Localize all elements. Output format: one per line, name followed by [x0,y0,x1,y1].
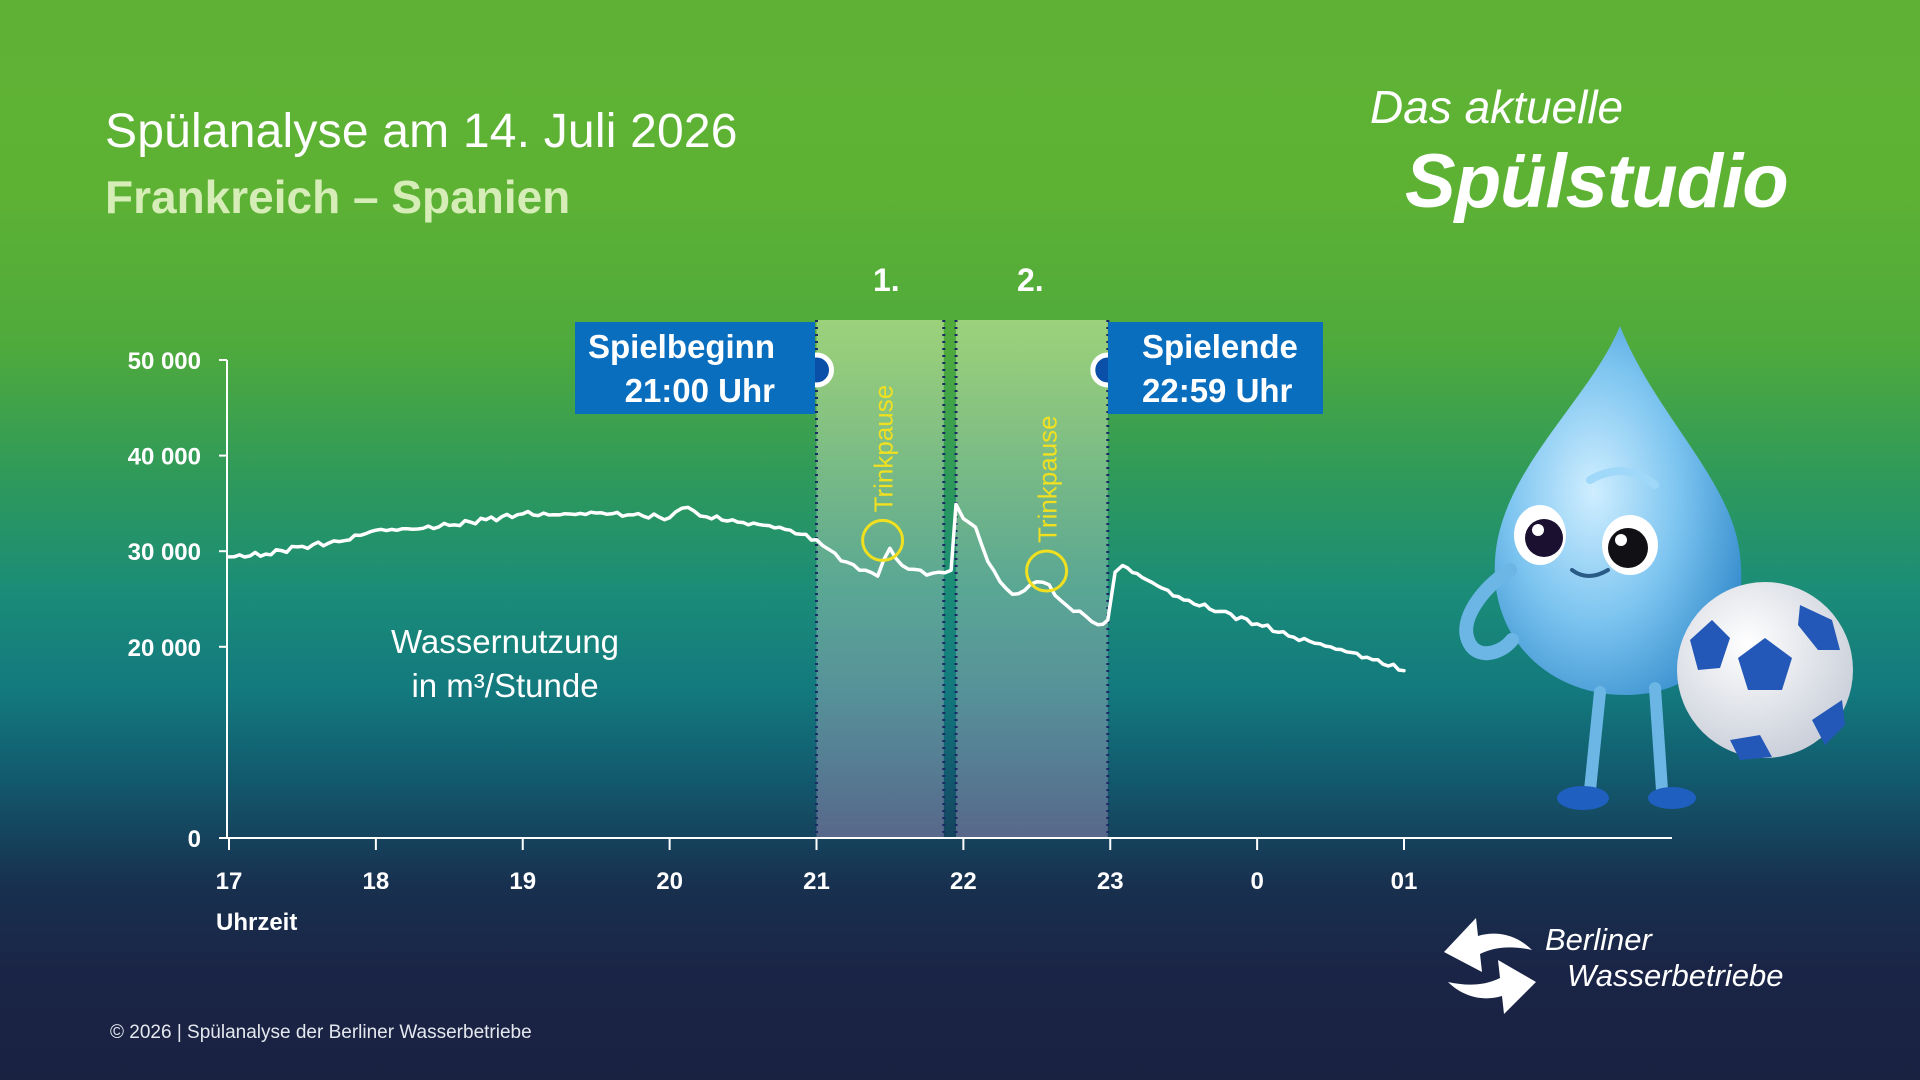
drink-break-circle-2 [1025,549,1069,593]
x-axis-ticks: 17 18 19 20 21 22 23 0 01 [216,838,1418,895]
series-caption-line2: in m³/Stunde [411,667,599,704]
chart-axes [226,360,1672,839]
final-whistle-label: Spielende [1142,328,1298,365]
brand-tagline: Das aktuelle [1370,81,1624,133]
x-tick-label-2: 19 [509,868,536,895]
x-tick-label-7: 0 [1250,868,1263,895]
x-tick-label-1: 18 [363,868,390,895]
final-whistle-box: Spielende 22:59 Uhr [1108,322,1323,414]
y-tick-label-1: 20 000 [128,635,201,662]
final-whistle-time: 22:59 Uhr [1142,372,1293,409]
x-tick-label-5: 22 [950,868,977,895]
x-tick-label-8: 01 [1391,868,1418,895]
drink-break-circle-1 [861,518,905,562]
halftime-band-2 [956,320,1108,838]
kickoff-box: Spielbeginn 21:00 Uhr [575,322,815,414]
water-drop-mascot-icon [1459,326,1853,810]
y-tick-label-2: 30 000 [128,539,201,566]
y-tick-label-3: 40 000 [128,444,201,471]
first-half-label: 1. [873,262,900,298]
drink-break-label-1: Trinkpause [869,385,899,513]
y-axis-ticks: 0 20 000 30 000 40 000 50 000 [128,348,227,853]
y-tick-label-4: 50 000 [128,348,201,375]
logo-text-line2: Wasserbetriebe [1567,958,1784,993]
x-tick-label-3: 20 [656,868,683,895]
chart-title: Spülanalyse am 14. Juli 2026 [105,105,738,158]
logo-text-line1: Berliner [1545,922,1652,957]
y-tick-label-0: 0 [188,826,201,853]
berliner-wasserbetriebe-logo-icon [1444,918,1536,1014]
logo-text: Berliner Wasserbetriebe [1545,922,1784,994]
halftime-band-1 [816,320,944,838]
brand-title: Spülstudio [1405,139,1789,224]
chart-subtitle: Frankreich – Spanien [105,171,571,223]
drink-break-label-2: Trinkpause [1033,415,1063,543]
kickoff-label: Spielbeginn [587,328,775,365]
kickoff-time: 21:00 Uhr [624,372,775,409]
halftime-bands [815,320,1110,838]
drink-break-markers: Trinkpause Trinkpause [861,385,1069,593]
x-axis-label: Uhrzeit [216,909,297,936]
series-caption-line1: Wassernutzung [390,623,620,660]
copyright: © 2026 | Spülanalyse der Berliner Wasser… [110,1022,532,1043]
x-tick-label-0: 17 [216,868,243,895]
water-usage-line [227,502,1406,673]
series-caption: Wassernutzung in m³/Stunde [325,620,685,708]
football-icon [1677,582,1853,760]
x-tick-label-6: 23 [1097,868,1124,895]
second-half-label: 2. [1017,262,1044,298]
x-tick-label-4: 21 [803,868,830,895]
